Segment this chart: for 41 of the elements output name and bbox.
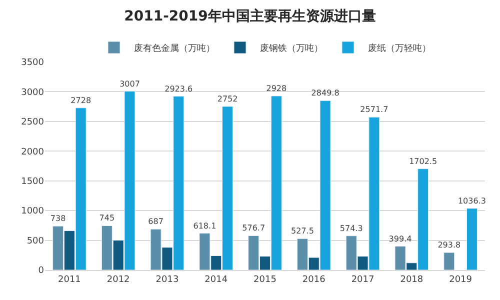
data-label: 1702.5 [409,156,438,166]
y-tick-label: 3000 [21,88,44,98]
bar [466,208,478,270]
y-tick-label: 2000 [21,147,44,158]
y-tick-label: 0 [38,266,44,276]
y-tick-label: 3500 [21,58,44,68]
x-tick-label: 2016 [302,274,326,285]
data-label: 2849.8 [311,88,340,98]
data-label: 2923.6 [164,84,193,94]
y-tick-label: 2500 [21,118,44,128]
data-label: 2752 [217,94,238,104]
bar [444,252,455,270]
x-tick-label: 2012 [106,274,130,285]
legend-label: 废纸（万轻吨） [368,43,431,54]
x-tick-label: 2018 [400,274,424,285]
y-tick-label: 1000 [21,206,44,217]
data-label: 576.7 [242,224,266,233]
legend-label: 废钢铁（万吨） [260,43,323,54]
chart-title: 2011-2019年中国主要再生资源进口量 [124,7,376,24]
data-label: 399.4 [388,234,412,244]
data-label: 2571.7 [360,105,388,114]
data-label: 738 [50,214,66,224]
data-label: 527.5 [291,226,314,236]
data-label: 687 [148,217,164,226]
x-tick-label: 2014 [204,274,228,285]
data-label: 574.3 [340,224,363,233]
x-tick-label: 2017 [351,274,374,285]
legend-label: 废有色金属（万吨） [134,43,215,54]
y-tick-label: 500 [26,236,44,246]
data-label: 1036.3 [458,196,486,206]
data-label: 745 [99,214,115,223]
y-tick-label: 1500 [21,177,44,188]
data-label: 2928 [266,84,287,93]
x-tick-label: 2019 [449,274,472,285]
x-tick-label: 2015 [254,274,276,285]
x-tick-label: 2011 [58,274,81,285]
x-tick-label: 2013 [156,274,179,285]
data-label: 3007 [120,79,140,88]
data-label: 618.1 [193,221,216,230]
data-label: 293.8 [438,240,461,250]
data-label: 2728 [70,96,92,105]
